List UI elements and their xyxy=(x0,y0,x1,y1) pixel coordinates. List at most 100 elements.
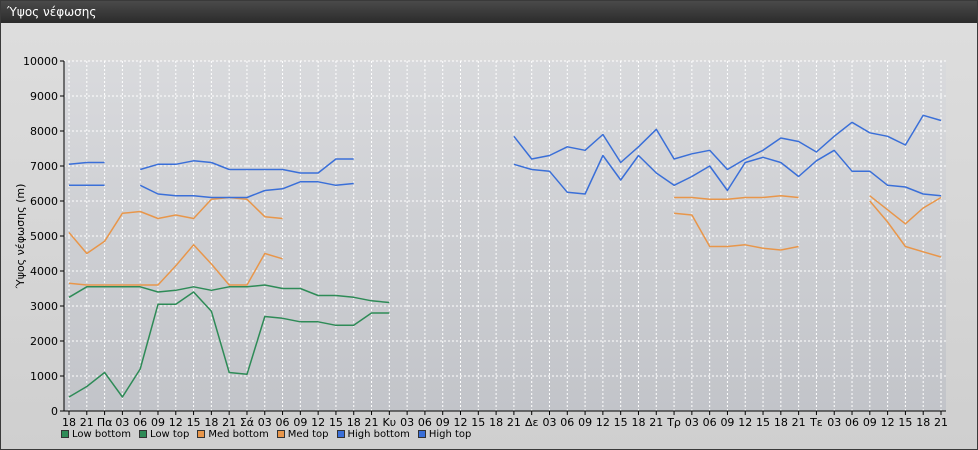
y-tick-label: 4000 xyxy=(30,265,58,278)
x-tick-label: 03 xyxy=(400,416,414,429)
x-tick-label: 09 xyxy=(436,416,450,429)
x-tick-label: 18 xyxy=(489,416,503,429)
x-tick-label: 21 xyxy=(934,416,948,429)
series-line-med-bottom xyxy=(674,212,799,251)
series-lines xyxy=(68,114,942,398)
window-title: Ύψος νέφωσης xyxy=(7,5,97,19)
x-tick-label: 06 xyxy=(276,416,290,429)
y-tick-label: 9000 xyxy=(30,90,58,103)
x-tick-label: 12 xyxy=(169,416,183,429)
legend-label: Low bottom xyxy=(72,428,132,440)
x-tick-label: 15 xyxy=(471,416,485,429)
x-tick-label: 18 xyxy=(631,416,645,429)
x-tick-label: 03 xyxy=(542,416,556,429)
x-tick-label: 06 xyxy=(703,416,717,429)
y-tick-label: 5000 xyxy=(30,230,58,243)
x-tick-label: 06 xyxy=(845,416,859,429)
y-tick-label: 8000 xyxy=(30,125,58,138)
x-tick-label: 09 xyxy=(293,416,307,429)
series-line-med-top xyxy=(68,196,283,255)
x-tick-label: 03 xyxy=(685,416,699,429)
series-line-high-bottom xyxy=(513,149,942,197)
legend-item-low-top: Low top xyxy=(139,427,189,441)
x-tick-label: Τρ xyxy=(666,416,681,429)
x-tick-label: 03 xyxy=(827,416,841,429)
x-tick-label: 12 xyxy=(596,416,610,429)
legend-swatch xyxy=(276,430,285,438)
legend-swatch xyxy=(336,430,345,438)
y-tick-label: 10000 xyxy=(23,55,58,68)
tick-labels: 0 1000 2000 3000 4000 5000 6000 7000 8000 9000 100… xyxy=(23,55,948,429)
x-tick-label: 06 xyxy=(418,416,432,429)
x-tick-label: 18 xyxy=(347,416,361,429)
y-tick-label: 6000 xyxy=(30,195,58,208)
x-tick-label: Τε xyxy=(809,416,823,429)
legend-swatch xyxy=(139,430,148,438)
x-tick-label: 06 xyxy=(133,416,147,429)
legend-item-high-bottom: High bottom xyxy=(336,427,410,441)
legend-label: Med bottom xyxy=(208,428,269,440)
x-tick-label: Πα xyxy=(97,416,113,429)
legend-item-med-bottom: Med bottom xyxy=(197,427,269,441)
x-tick-label: 09 xyxy=(151,416,165,429)
legend: Low bottom Low top Med bottom Med top High b… xyxy=(61,427,471,441)
series-line-med-top xyxy=(674,195,799,201)
x-tick-label: 18 xyxy=(916,416,930,429)
legend-label: Low top xyxy=(150,428,190,440)
x-tick-label: 09 xyxy=(720,416,734,429)
series-line-high-bottom xyxy=(139,181,354,199)
y-tick-label: 0 xyxy=(51,405,58,418)
series-line-high-top xyxy=(139,158,354,174)
x-tick-label: Δε xyxy=(525,416,539,429)
x-tick-label: 15 xyxy=(187,416,201,429)
x-tick-label: Σά xyxy=(240,416,254,429)
x-tick-label: 03 xyxy=(115,416,129,429)
x-tick-label: 09 xyxy=(863,416,877,429)
y-axis-label: Ύψος νέφωσης (m) xyxy=(14,184,27,290)
legend-label: Med top xyxy=(287,428,329,440)
legend-item-low-bottom: Low bottom xyxy=(61,427,131,441)
legend-label: High bottom xyxy=(347,428,410,440)
x-tick-label: 21 xyxy=(792,416,806,429)
y-tick-label: 3000 xyxy=(30,300,58,313)
x-tick-label: 21 xyxy=(222,416,236,429)
cloud-height-chart: 0 1000 2000 3000 4000 5000 6000 7000 8000 9000 100… xyxy=(14,55,948,429)
y-tick-label: 2000 xyxy=(30,335,58,348)
legend-label: High top xyxy=(428,428,472,440)
legend-swatch xyxy=(197,430,206,438)
x-tick-label: 03 xyxy=(258,416,272,429)
x-tick-label: 15 xyxy=(898,416,912,429)
series-line-high-top xyxy=(513,114,942,171)
x-tick-label: 21 xyxy=(365,416,379,429)
x-tick-label: 21 xyxy=(649,416,663,429)
series-line-low-top xyxy=(68,284,390,304)
series-line-med-top xyxy=(869,195,942,225)
x-tick-label: 12 xyxy=(738,416,752,429)
legend-item-high-top: High top xyxy=(417,427,472,441)
series-line-med-bottom xyxy=(869,200,942,258)
legend-item-med-top: Med top xyxy=(276,427,329,441)
y-tick-label: 7000 xyxy=(30,160,58,173)
x-tick-label: 09 xyxy=(578,416,592,429)
legend-swatch xyxy=(417,430,426,438)
x-tick-label: 18 xyxy=(204,416,218,429)
x-tick-label: Κυ xyxy=(383,416,397,429)
x-tick-label: 12 xyxy=(311,416,325,429)
x-tick-label: 15 xyxy=(329,416,343,429)
x-tick-label: 21 xyxy=(80,416,94,429)
x-tick-label: 15 xyxy=(756,416,770,429)
legend-swatch xyxy=(61,430,69,438)
axes xyxy=(60,60,946,415)
x-tick-label: 12 xyxy=(454,416,468,429)
x-tick-label: 21 xyxy=(507,416,521,429)
x-tick-label: 12 xyxy=(881,416,895,429)
y-tick-label: 1000 xyxy=(30,370,58,383)
x-tick-label: 06 xyxy=(560,416,574,429)
series-line-high-top xyxy=(68,161,105,166)
series-line-med-bottom xyxy=(68,244,283,286)
x-tick-label: 18 xyxy=(62,416,76,429)
series-line-low-bottom xyxy=(68,291,390,398)
x-tick-label: 15 xyxy=(614,416,628,429)
x-tick-label: 18 xyxy=(774,416,788,429)
